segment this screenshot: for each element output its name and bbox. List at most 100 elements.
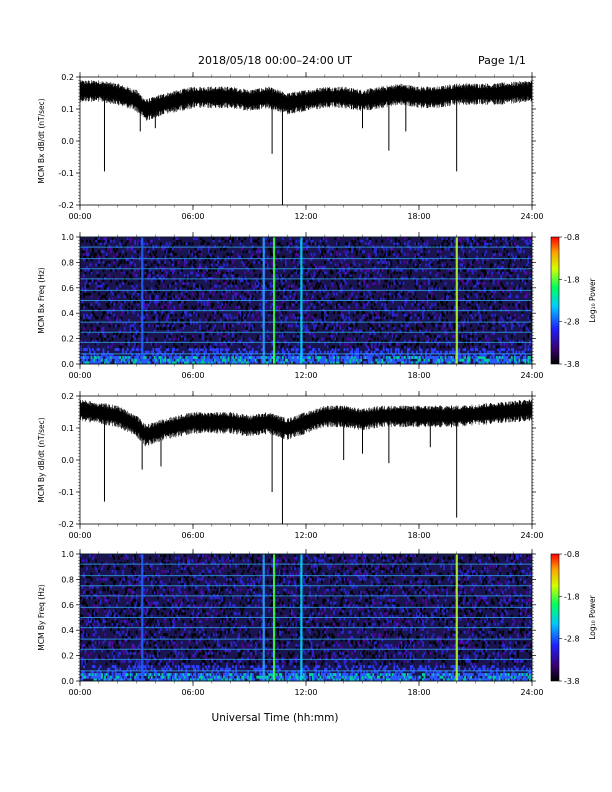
- spectrogram-cell: [155, 311, 158, 315]
- spectrogram-cell: [135, 358, 138, 362]
- spectrogram-cell: [150, 239, 153, 243]
- spectrogram-cell: [257, 334, 260, 338]
- spectrogram-cell: [244, 237, 247, 240]
- spectrogram-cell: [458, 358, 460, 362]
- spectrogram-cell: [159, 268, 162, 272]
- spectrogram-cell: [89, 239, 91, 243]
- spectrogram-cell: [492, 287, 495, 291]
- spectrogram-cell: [193, 321, 195, 325]
- spectrogram-cell: [504, 287, 507, 291]
- spectrogram-cell: [388, 342, 391, 346]
- spectrogram-cell: [506, 250, 509, 254]
- spectrogram-cell: [464, 361, 467, 365]
- spectrogram-cell: [414, 263, 417, 267]
- spectrogram-cell: [253, 239, 256, 243]
- spectrogram-cell: [223, 321, 225, 325]
- spectrogram-cell: [212, 255, 215, 259]
- spectrogram-cell: [89, 641, 91, 645]
- spectrogram-cell: [247, 356, 250, 360]
- spectrogram-cell: [363, 255, 366, 259]
- spectrogram-cell: [495, 329, 498, 333]
- spectrogram-cell: [90, 617, 93, 621]
- spectrogram-cell: [372, 244, 375, 248]
- spectrogram-cell: [444, 255, 447, 259]
- spectrogram-cell: [269, 281, 272, 285]
- spectrogram-cell: [440, 356, 442, 360]
- spectrogram-cell: [513, 266, 516, 270]
- spectrogram-cell: [406, 316, 409, 320]
- spectrogram-cell: [186, 287, 189, 291]
- spectrogram-cell: [123, 244, 126, 248]
- spectrogram-cell: [309, 297, 311, 301]
- spectrogram-cell: [244, 292, 247, 296]
- spectrogram-cell: [337, 348, 340, 352]
- spectrogram-cell: [215, 348, 218, 352]
- spectrogram-cell: [309, 279, 311, 283]
- spectrogram-cell: [302, 239, 305, 243]
- spectrogram-cell: [206, 321, 209, 325]
- spectrogram-cell: [84, 281, 87, 285]
- spectrogram-cell: [495, 321, 498, 325]
- spectrogram-cell: [485, 353, 488, 357]
- spectrogram-cell: [331, 284, 334, 288]
- spectrogram-cell: [84, 284, 87, 288]
- spectrogram-cell: [470, 287, 473, 291]
- spectrogram-cell: [162, 300, 165, 304]
- x-tick-label: 00:00: [68, 371, 91, 380]
- spectrogram-cell: [137, 353, 140, 357]
- spectrogram-cell: [467, 321, 470, 325]
- spectrogram-cell: [477, 358, 480, 362]
- spectrogram-cell: [447, 237, 450, 240]
- spectrogram-cell: [345, 316, 347, 320]
- spectrogram-cell: [306, 271, 308, 275]
- spectrogram-cell: [370, 324, 373, 328]
- spectrogram-cell: [251, 348, 254, 352]
- spectrogram-cell: [196, 361, 198, 365]
- spectrogram-cell: [409, 297, 412, 301]
- spectrogram-cell: [251, 340, 254, 344]
- spectrogram-cell: [447, 358, 450, 362]
- spectrogram-cell: [346, 353, 349, 357]
- spectrogram-cell: [298, 308, 301, 312]
- spectrogram-cell: [449, 350, 451, 354]
- spectrogram-cell: [515, 361, 518, 365]
- spectrogram-cell: [235, 292, 237, 296]
- spectrogram-cell: [281, 276, 284, 280]
- spectrogram-cell: [277, 361, 280, 365]
- spectrogram-cell: [506, 345, 509, 349]
- spectrogram-cell: [414, 247, 417, 251]
- spectrogram-cell: [458, 303, 460, 307]
- spectrogram-cell: [278, 242, 281, 246]
- spectrogram-cell: [277, 292, 280, 296]
- spectrogram-cell: [149, 295, 152, 299]
- spectrogram-cell: [355, 337, 358, 341]
- spectrogram-cell: [321, 289, 323, 293]
- spectrogram-cell: [241, 287, 244, 291]
- spectrogram-cell: [357, 342, 360, 346]
- spectrogram-cell: [313, 361, 316, 365]
- spectrogram-cell: [393, 279, 396, 283]
- spectrogram-cell: [364, 361, 367, 365]
- spectrogram-cell: [345, 361, 347, 365]
- spectrogram-cell: [226, 271, 228, 275]
- spectrogram-cell: [507, 289, 510, 293]
- spectrogram-cell: [494, 287, 497, 291]
- spectrogram-cell: [467, 334, 470, 338]
- spectrogram-cell: [274, 276, 277, 280]
- spectrogram-cell: [269, 305, 272, 309]
- spectrogram-cell: [278, 311, 281, 315]
- spectrogram-cell: [171, 250, 174, 254]
- colorbar-tick-label: -0.8: [564, 233, 580, 242]
- spectrogram-cell: [465, 300, 468, 304]
- spectrogram-cell: [155, 303, 158, 307]
- spectrogram-cell: [304, 266, 307, 270]
- spectrogram-cell: [406, 242, 409, 246]
- spectrogram-cell: [168, 284, 171, 288]
- spectrogram-cell: [239, 242, 242, 246]
- spectrogram-cell: [117, 263, 120, 267]
- spectrogram-cell: [453, 361, 456, 365]
- spectrogram-cell: [128, 356, 131, 360]
- spectrogram-cell: [355, 295, 358, 299]
- spectrogram-cell: [521, 350, 524, 354]
- spectrogram-cell: [278, 361, 281, 365]
